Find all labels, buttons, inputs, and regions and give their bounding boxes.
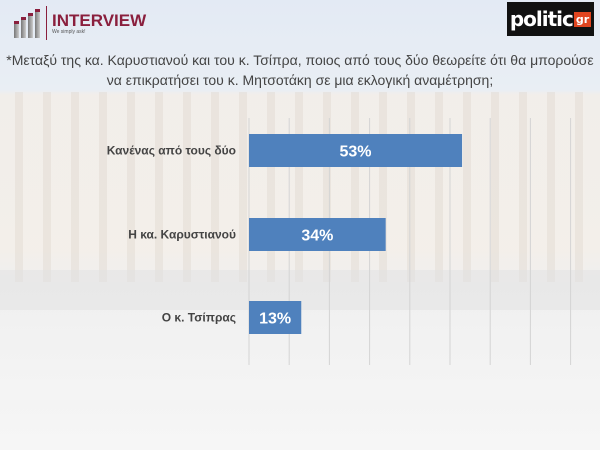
logo-bars-icon <box>14 8 40 38</box>
bar <box>249 301 302 334</box>
category-label: Ο κ. Τσίπρας <box>162 311 236 325</box>
politic-logo: politic gr <box>507 2 594 36</box>
data-label: 34% <box>301 228 333 245</box>
data-label: 13% <box>259 311 291 328</box>
bar <box>249 134 463 167</box>
category-label: Κανένας από τους δύο <box>107 144 236 158</box>
chart-title: *Μεταξύ της κα. Καρυστιανού και του κ. Τ… <box>6 52 594 88</box>
interview-logo: INTERVIEW We simply ask! <box>14 6 146 40</box>
bar <box>249 218 386 251</box>
category-label: Η κα. Καρυστιανού <box>128 228 236 242</box>
data-label: 53% <box>340 144 372 161</box>
